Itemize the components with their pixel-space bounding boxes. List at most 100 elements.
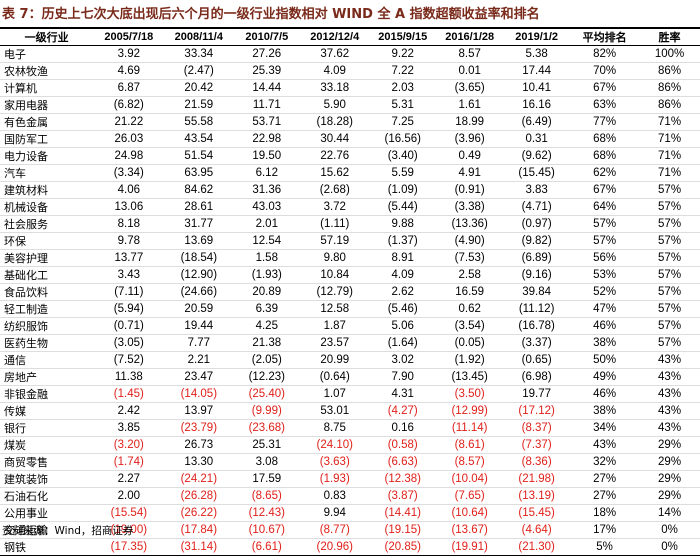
cell: (4.64) xyxy=(503,521,571,539)
cell: (1.09) xyxy=(369,181,437,199)
cell: 86% xyxy=(639,96,700,114)
industry-name: 房地产 xyxy=(0,368,94,386)
cell: 12.54 xyxy=(233,232,301,250)
cell: 4.09 xyxy=(300,62,370,80)
industry-name: 建筑装饰 xyxy=(0,470,94,488)
cell: 82% xyxy=(570,45,640,63)
cell: 28.61 xyxy=(164,198,234,216)
cell: 30.44 xyxy=(300,130,370,148)
column-header: 一级行业 xyxy=(0,27,94,46)
cell: 15.62 xyxy=(300,164,370,182)
table-row: 国防军工 26.03 43.54 22.98 30.44 (16.56) (3.96) 0.3… xyxy=(0,130,700,148)
cell: 9.88 xyxy=(369,215,437,233)
cell: 49% xyxy=(570,368,640,386)
cell: 43% xyxy=(639,385,700,403)
source-note: 资料来源：Wind，招商证券 xyxy=(2,525,134,537)
table: 一级行业 2005/7/18 2008/11/4 2010/7/5 2012/12/4 2… xyxy=(0,27,700,556)
cell: 2.58 xyxy=(436,266,504,284)
cell: 0% xyxy=(639,521,700,539)
cell: 2.01 xyxy=(233,215,301,233)
cell: 4.91 xyxy=(436,164,504,182)
cell: 11.38 xyxy=(93,368,165,386)
table-row: 交通运输 (19.00) (17.84) (10.67) (8.77) (19.15) (1… xyxy=(0,521,700,539)
cell: 0.62 xyxy=(436,300,504,318)
cell: (12.43) xyxy=(233,504,301,522)
table-row: 有色金属 21.22 55.58 53.71 (18.28) 7.25 18.99 (6.49… xyxy=(0,113,700,131)
cell: 20.42 xyxy=(164,79,234,97)
cell: 57% xyxy=(639,181,700,199)
cell: (12.99) xyxy=(436,402,504,420)
cell: 0.83 xyxy=(300,487,370,505)
cell: 17.44 xyxy=(503,62,571,80)
cell: 19.77 xyxy=(503,385,571,403)
cell: (8.57) xyxy=(436,453,504,471)
cell: 3.02 xyxy=(369,351,437,369)
cell: (2.47) xyxy=(164,62,234,80)
cell: (3.20) xyxy=(93,436,165,454)
cell: 86% xyxy=(639,79,700,97)
industry-name: 有色金属 xyxy=(0,113,94,131)
table-row: 非银金融 (1.45) (14.05) (25.40) 1.07 4.31 (3.50) 19… xyxy=(0,385,700,403)
industry-name: 电子 xyxy=(0,45,94,63)
table-row: 房地产 11.38 23.47 (12.23) (0.64) 7.90 (13.45) (6.… xyxy=(0,368,700,386)
cell: 63.95 xyxy=(164,164,234,182)
cell: (24.10) xyxy=(300,436,370,454)
industry-name: 环保 xyxy=(0,232,94,250)
cell: (10.04) xyxy=(436,470,504,488)
cell: 64% xyxy=(570,198,640,216)
cell: (8.61) xyxy=(436,436,504,454)
cell: (3.38) xyxy=(436,198,504,216)
cell: 77% xyxy=(570,113,640,131)
cell: 22.98 xyxy=(233,130,301,148)
cell: (4.71) xyxy=(503,198,571,216)
cell: 4.31 xyxy=(369,385,437,403)
cell: (13.19) xyxy=(503,487,571,505)
cell: 62% xyxy=(570,164,640,182)
cell: 57.19 xyxy=(300,232,370,250)
cell: 2.21 xyxy=(164,351,234,369)
cell: (6.98) xyxy=(503,368,571,386)
cell: 1.87 xyxy=(300,317,370,335)
cell: (3.05) xyxy=(93,334,165,352)
cell: (15.54) xyxy=(93,504,165,522)
cell: 16.59 xyxy=(436,283,504,301)
industry-name: 轻工制造 xyxy=(0,300,94,318)
cell: 57% xyxy=(639,266,700,284)
table-row: 建筑装饰 2.27 (24.21) 17.59 (1.93) (12.38) (10.04)… xyxy=(0,470,700,488)
industry-name: 钢铁 xyxy=(0,538,94,556)
cell: (7.11) xyxy=(93,283,165,301)
cell: 29% xyxy=(639,436,700,454)
cell: (0.71) xyxy=(93,317,165,335)
cell: (5.94) xyxy=(93,300,165,318)
cell: 57% xyxy=(639,283,700,301)
cell: 0.16 xyxy=(369,419,437,437)
cell: 57% xyxy=(639,249,700,267)
cell: 6.87 xyxy=(93,79,165,97)
cell: (26.28) xyxy=(164,487,234,505)
cell: 3.83 xyxy=(503,181,571,199)
cell: 5% xyxy=(570,538,640,556)
table-row: 医药生物 (3.05) 7.77 21.38 23.57 (1.64) (0.05) (3.3… xyxy=(0,334,700,352)
cell: 7.25 xyxy=(369,113,437,131)
cell: 43% xyxy=(639,351,700,369)
cell: (5.46) xyxy=(369,300,437,318)
cell: (10.67) xyxy=(233,521,301,539)
cell: 10.84 xyxy=(300,266,370,284)
cell: (0.97) xyxy=(503,215,571,233)
cell: 21.22 xyxy=(93,113,165,131)
industry-name: 国防军工 xyxy=(0,130,94,148)
cell: 57% xyxy=(639,198,700,216)
cell: (3.50) xyxy=(436,385,504,403)
cell: 5.31 xyxy=(369,96,437,114)
cell: 25.31 xyxy=(233,436,301,454)
cell: (18.28) xyxy=(300,113,370,131)
cell: (24.66) xyxy=(164,283,234,301)
cell: 9.78 xyxy=(93,232,165,250)
cell: 8.91 xyxy=(369,249,437,267)
cell: 9.22 xyxy=(369,45,437,63)
cell: 13.30 xyxy=(164,453,234,471)
cell: (18.54) xyxy=(164,249,234,267)
cell: 23.57 xyxy=(300,334,370,352)
title: 表 7：历史上七次大底出现后六个月的一级行业指数相对 WIND 全 A 指数超额… xyxy=(2,7,540,22)
cell: 0.31 xyxy=(503,130,571,148)
